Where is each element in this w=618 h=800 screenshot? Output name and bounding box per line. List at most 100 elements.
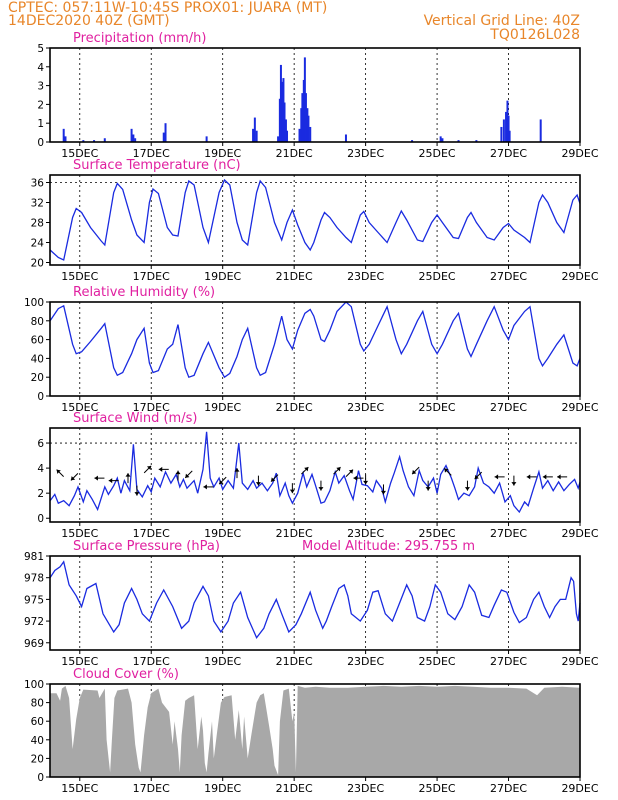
wind-arrow-head xyxy=(353,475,357,481)
wind-arrow xyxy=(125,473,131,484)
surface-wind-panel: 0 2 4 6 15DEC 17DEC 19DEC 21DEC 23DEC 25DEC 27DEC 2… xyxy=(37,411,599,540)
x-tick-label: 25DEC xyxy=(419,401,456,414)
y-tick-label: 20 xyxy=(31,372,44,384)
wind-arrow xyxy=(526,474,537,480)
wind-arrow-head xyxy=(134,492,140,496)
precip-bar xyxy=(303,57,306,142)
wind-arrow xyxy=(289,483,295,494)
x-tick-label: 25DEC xyxy=(419,270,456,283)
wind-arrow xyxy=(70,473,79,481)
wind-arrow xyxy=(474,471,483,480)
wind-arrow xyxy=(511,475,517,486)
precip-bar xyxy=(82,140,85,142)
wind-arrow xyxy=(345,469,354,477)
x-tick-label: 25DEC xyxy=(419,147,456,160)
y-tick-label: 4 xyxy=(37,62,44,74)
x-tick-label: 15DEC xyxy=(61,270,98,283)
surface-pressure-panel: 969 972 975 978 981 15DEC 17DEC 19DEC 21DEC 23DEC… xyxy=(24,539,599,668)
wind-arrow xyxy=(353,475,364,481)
precip-bar xyxy=(283,102,286,142)
x-tick-label: 19DEC xyxy=(204,527,241,540)
precip-bar xyxy=(505,111,508,142)
wind-arrow xyxy=(464,480,470,491)
wind-arrow-head xyxy=(425,487,431,491)
y-tick-label: 32 xyxy=(31,198,44,210)
chart-panels: 0 1 2 3 4 5 15DEC 17DEC 19DEC 21DEC 23DEC 25DEC 27DE… xyxy=(24,31,599,795)
x-tick-label: 17DEC xyxy=(133,270,170,283)
x-tick-label: 21DEC xyxy=(276,147,313,160)
wind-arrow-head xyxy=(557,474,561,480)
x-tick-label: 21DEC xyxy=(276,270,313,283)
precip-bar xyxy=(282,78,285,142)
x-tick-label: 17DEC xyxy=(133,401,170,414)
precipitation-frame xyxy=(49,47,581,143)
y-tick-label: 36 xyxy=(31,178,45,190)
x-tick-label: 17DEC xyxy=(133,655,170,668)
wind-arrow xyxy=(94,475,105,481)
x-tick-label: 29DEC xyxy=(561,782,598,795)
wind-arrow-head xyxy=(146,465,152,471)
precip-bar xyxy=(132,134,135,142)
precip-bar xyxy=(162,132,165,142)
x-tick-label: 15DEC xyxy=(61,782,98,795)
x-tick-label: 15DEC xyxy=(61,401,98,414)
wind-arrow-head xyxy=(158,466,163,472)
x-tick-label: 23DEC xyxy=(347,147,384,160)
x-tick-label: 21DEC xyxy=(276,401,313,414)
precip-bar xyxy=(502,119,505,142)
surface-temperature-frame xyxy=(49,174,581,266)
precipitation-panel: 0 1 2 3 4 5 15DEC 17DEC 19DEC 21DEC 23DEC 25DEC 27DE… xyxy=(37,31,599,160)
x-tick-label: 17DEC xyxy=(133,527,170,540)
wind-arrow xyxy=(411,466,420,475)
x-tick-label: 29DEC xyxy=(561,270,598,283)
precip-bar xyxy=(281,81,284,142)
x-tick-label: 29DEC xyxy=(561,401,598,414)
cloud-cover-panel: 0 20 40 60 80 100 15DEC 17DEC 19DEC 21DEC 23DEC 25D… xyxy=(24,667,599,795)
y-tick-label: 80 xyxy=(31,698,44,710)
precip-bar xyxy=(130,128,133,142)
wind-arrow-head xyxy=(444,468,449,473)
wind-arrow-head xyxy=(185,473,190,478)
wind-arrow xyxy=(318,480,324,491)
wind-arrow xyxy=(158,466,169,472)
precip-bar xyxy=(344,134,347,142)
x-tick-label: 15DEC xyxy=(61,147,98,160)
precip-bar xyxy=(278,98,281,142)
precip-bar xyxy=(277,136,280,142)
y-tick-label: 972 xyxy=(24,616,44,628)
precip-bar xyxy=(298,128,301,142)
wind-arrow-head xyxy=(526,474,531,480)
y-tick-label: 20 xyxy=(31,258,44,270)
x-tick-label: 23DEC xyxy=(347,270,384,283)
wind-arrow xyxy=(175,470,181,481)
precip-bar xyxy=(441,138,444,142)
precip-bar xyxy=(134,138,137,142)
surface-pressure-frame xyxy=(49,555,581,651)
y-tick-label: 4 xyxy=(37,463,44,475)
wind-arrow-head xyxy=(271,477,276,482)
x-tick-label: 19DEC xyxy=(204,147,241,160)
wind-arrow-head xyxy=(175,470,181,475)
precip-bar xyxy=(279,64,282,142)
relative-humidity-line xyxy=(49,301,581,379)
x-tick-label: 25DEC xyxy=(419,782,456,795)
x-tick-label: 29DEC xyxy=(561,147,598,160)
x-tick-label: 23DEC xyxy=(347,782,384,795)
x-tick-label: 15DEC xyxy=(61,527,98,540)
relative-humidity-panel: 0 20 40 60 80 100 15DEC 17DEC 19DEC 21DEC 23DEC 25D… xyxy=(24,285,599,414)
x-tick-label: 15DEC xyxy=(61,655,98,668)
precip-bar xyxy=(62,128,65,142)
precip-bar xyxy=(253,117,256,142)
y-tick-label: 0 xyxy=(37,391,44,403)
precip-bar xyxy=(508,130,511,142)
wind-arrow-head xyxy=(494,474,499,480)
wind-arrow-head xyxy=(56,469,61,474)
wind-arrow-head xyxy=(255,482,261,486)
wind-arrow xyxy=(143,465,152,474)
wind-arrow xyxy=(218,476,227,485)
wind-arrow xyxy=(184,470,193,479)
y-tick-label: 40 xyxy=(31,735,44,747)
surface-temperature-title: Surface Temperature (nC) xyxy=(73,158,241,173)
y-tick-label: 6 xyxy=(37,438,44,450)
header-model-id: TQ0126L028 xyxy=(489,27,580,43)
